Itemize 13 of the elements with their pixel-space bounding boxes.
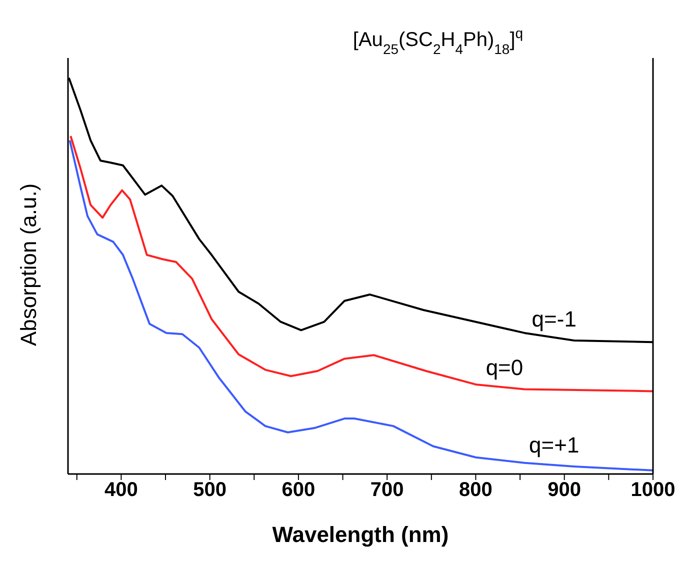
x-tick-label: 1000 <box>630 479 676 502</box>
x-axis-title: Wavelength (nm) <box>272 522 449 547</box>
x-tick-label: 600 <box>282 479 316 502</box>
series-label: q=+1 <box>529 432 580 458</box>
chart-title: [Au$_{25}$(SC$_{2}$H$_{4}$Ph)$_{18}$]$^{q}$ <box>352 25 524 57</box>
x-tick-label: 700 <box>370 479 404 502</box>
x-tick-label: 800 <box>459 479 492 502</box>
x-tick-label: 500 <box>193 479 227 502</box>
x-tick-label: 400 <box>104 479 138 502</box>
series-label: q=-1 <box>532 306 576 332</box>
x-tick-label: 900 <box>548 479 582 502</box>
series-label: q=0 <box>486 355 524 380</box>
y-axis-title: Absorption (a.u.) <box>16 183 41 346</box>
